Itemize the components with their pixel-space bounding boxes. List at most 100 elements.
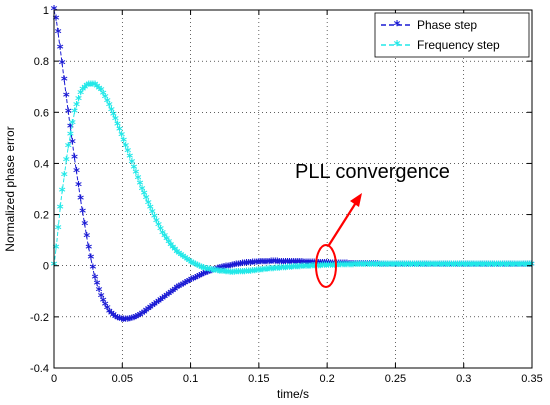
data-point: * bbox=[298, 262, 305, 277]
data-point: * bbox=[151, 300, 158, 315]
data-point: * bbox=[128, 314, 135, 329]
data-point: * bbox=[413, 260, 420, 275]
x-tick-label: 0.3 bbox=[456, 373, 471, 385]
data-point: * bbox=[477, 260, 484, 275]
data-point: * bbox=[169, 242, 176, 257]
data-point: * bbox=[102, 92, 109, 107]
data-point: * bbox=[290, 257, 297, 272]
data-point: * bbox=[522, 260, 529, 275]
data-point: * bbox=[118, 130, 125, 145]
data-point: * bbox=[512, 260, 519, 275]
x-tick-label: 0.2 bbox=[319, 373, 334, 385]
data-point: * bbox=[53, 242, 60, 257]
data-point: * bbox=[143, 306, 150, 321]
data-point: * bbox=[329, 260, 336, 275]
data-point: * bbox=[260, 265, 267, 280]
data-point: * bbox=[262, 257, 269, 272]
data-point: * bbox=[423, 260, 430, 275]
data-point: * bbox=[301, 262, 308, 277]
data-point: * bbox=[190, 258, 197, 273]
data-point: * bbox=[425, 260, 432, 275]
data-point: * bbox=[227, 261, 234, 276]
data-point: * bbox=[389, 260, 396, 275]
data-point: * bbox=[184, 277, 191, 292]
data-point: * bbox=[151, 212, 158, 227]
data-point: * bbox=[317, 261, 324, 276]
data-point: * bbox=[165, 237, 172, 252]
data-point: * bbox=[208, 265, 215, 280]
series-phase-step: ****************************************… bbox=[51, 4, 535, 330]
data-point: * bbox=[147, 303, 154, 318]
data-point: * bbox=[57, 42, 64, 57]
data-point: * bbox=[475, 260, 482, 275]
data-point: * bbox=[430, 260, 437, 275]
data-point: * bbox=[346, 260, 353, 275]
y-tick-label: -0.4 bbox=[30, 363, 49, 375]
data-point: * bbox=[479, 260, 486, 275]
data-point: * bbox=[87, 79, 94, 94]
data-point: * bbox=[399, 259, 406, 274]
data-point: * bbox=[368, 259, 375, 274]
data-point: * bbox=[432, 260, 439, 275]
data-point: * bbox=[430, 260, 437, 275]
data-point: * bbox=[255, 257, 262, 272]
data-point: * bbox=[387, 260, 394, 275]
y-axis-label: Normalized phase error bbox=[3, 126, 17, 251]
legend-entry-phase-step: * Phase step bbox=[381, 18, 477, 34]
data-point: * bbox=[264, 257, 271, 272]
data-point: * bbox=[477, 260, 484, 275]
data-point: * bbox=[479, 260, 486, 275]
data-point: * bbox=[464, 260, 471, 275]
data-point: * bbox=[268, 264, 275, 279]
data-point: * bbox=[81, 83, 88, 98]
data-point: * bbox=[247, 266, 254, 281]
y-tick-label: 0.2 bbox=[34, 210, 49, 222]
data-point: * bbox=[403, 260, 410, 275]
data-point: * bbox=[464, 260, 471, 275]
data-point: * bbox=[473, 260, 480, 275]
data-point: * bbox=[255, 265, 262, 280]
data-point: * bbox=[446, 260, 453, 275]
data-point: * bbox=[444, 260, 451, 275]
data-point: * bbox=[501, 260, 508, 275]
y-tick-label: -0.2 bbox=[30, 312, 49, 324]
data-point: * bbox=[147, 202, 154, 217]
data-point: * bbox=[77, 194, 84, 209]
data-point: * bbox=[434, 260, 441, 275]
data-point: * bbox=[223, 262, 230, 277]
data-point: * bbox=[235, 267, 242, 282]
data-point: * bbox=[130, 313, 137, 328]
data-point: * bbox=[83, 231, 90, 246]
data-point: * bbox=[458, 260, 465, 275]
data-point: * bbox=[301, 257, 308, 272]
data-point: * bbox=[415, 260, 422, 275]
data-point: * bbox=[270, 257, 277, 272]
data-point: * bbox=[280, 257, 287, 272]
data-point: * bbox=[446, 260, 453, 275]
data-point: * bbox=[323, 261, 330, 276]
data-point: * bbox=[59, 58, 66, 73]
data-point: * bbox=[360, 260, 367, 275]
data-point: * bbox=[135, 173, 142, 188]
data-point: * bbox=[73, 166, 80, 181]
x-tick-label: 0.15 bbox=[248, 373, 269, 385]
data-point: * bbox=[251, 266, 258, 281]
data-point: * bbox=[180, 279, 187, 294]
data-point: * bbox=[456, 260, 463, 275]
data-point: * bbox=[194, 260, 201, 275]
data-point: * bbox=[270, 264, 277, 279]
data-point: * bbox=[440, 260, 447, 275]
data-point: * bbox=[159, 228, 166, 243]
data-point: * bbox=[425, 260, 432, 275]
data-point: * bbox=[221, 267, 228, 282]
data-point: * bbox=[372, 260, 379, 275]
data-point: * bbox=[180, 252, 187, 267]
data-point: * bbox=[137, 178, 144, 193]
data-point: * bbox=[452, 260, 459, 275]
data-point: * bbox=[96, 285, 103, 300]
data-point: * bbox=[247, 258, 254, 273]
data-point: * bbox=[462, 260, 469, 275]
legend-marker-frequency-step: * bbox=[394, 39, 401, 54]
series-layer: ****************************************… bbox=[51, 4, 535, 330]
data-point: * bbox=[483, 260, 490, 275]
